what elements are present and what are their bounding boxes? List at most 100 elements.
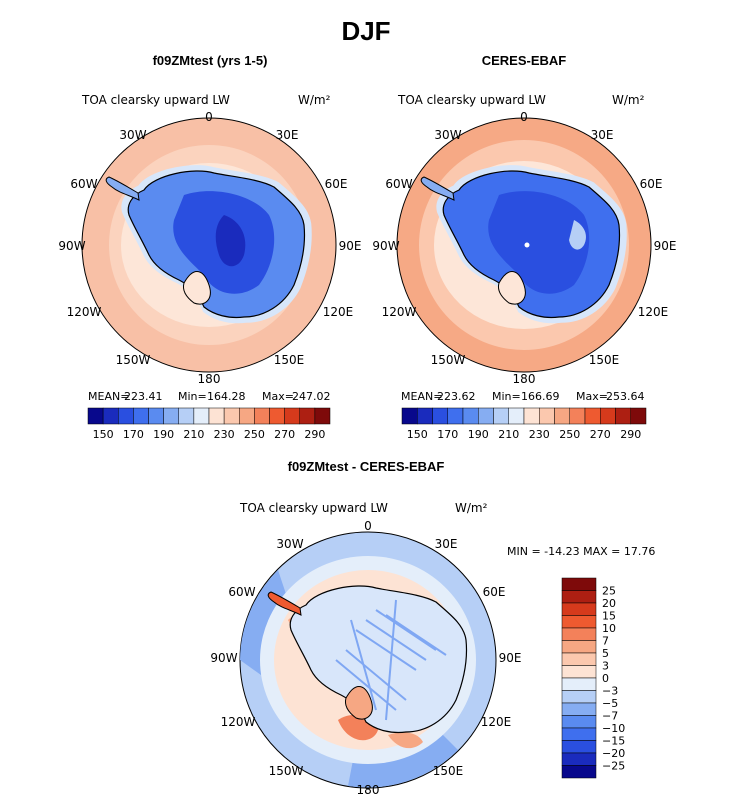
- colorbar-swatch: [561, 627, 597, 641]
- colorbar-swatch: [163, 407, 179, 425]
- positive-bias-patch: [388, 732, 423, 749]
- colorbar-tick-label: −25: [602, 760, 625, 773]
- stat-min-label: Min=: [492, 390, 521, 403]
- stat-min: 164.28: [207, 390, 246, 403]
- lon-label-120w: 120W: [221, 715, 256, 729]
- colorbar-swatch: [314, 407, 331, 425]
- colorbar-swatch: [561, 740, 597, 754]
- panel-obs: CERES-EBAF TOA clearsky upward LW W/m² 0…: [372, 53, 676, 441]
- stat-max: 253.64: [606, 390, 645, 403]
- colorbar-swatch: [561, 727, 597, 741]
- colorbar-tick-label: 25: [602, 585, 616, 598]
- colorbar-model: 150 170 190 210 230 250 270 290: [87, 407, 331, 441]
- polar-map: [396, 117, 652, 373]
- colorbar-tick-label: 210: [183, 428, 204, 441]
- colorbar-tick-label: 250: [244, 428, 265, 441]
- lon-label-60w: 60W: [228, 585, 255, 599]
- lon-label-90w: 90W: [210, 651, 237, 665]
- stat-mean: 223.41: [124, 390, 163, 403]
- lon-label-150e: 150E: [589, 353, 620, 367]
- lon-label-120w: 120W: [382, 305, 417, 319]
- lon-label-150w: 150W: [116, 353, 151, 367]
- colorbar-tick-label: 15: [602, 610, 616, 623]
- colorbar-tick-label: 230: [214, 428, 235, 441]
- colorbar-swatch: [561, 652, 597, 666]
- colorbar-swatch: [417, 407, 433, 425]
- colorbar-tick-label: 3: [602, 660, 609, 673]
- colorbar-tick-label: 290: [620, 428, 641, 441]
- colorbar-swatch: [208, 407, 225, 425]
- colorbar-tick-label: 230: [529, 428, 550, 441]
- colorbar-tick-label: 170: [123, 428, 144, 441]
- colorbar-swatch: [299, 407, 316, 425]
- colorbar-swatch: [561, 577, 597, 591]
- interior-bias-streaks: [335, 599, 447, 721]
- colorbar-swatch: [630, 407, 647, 425]
- units-label: W/m²: [298, 93, 331, 107]
- lon-label-150w: 150W: [269, 764, 304, 778]
- colorbar-swatch: [523, 407, 540, 425]
- colorbar-tick-label: −7: [602, 710, 618, 723]
- lon-label-60e: 60E: [325, 177, 348, 191]
- colorbar-swatch: [539, 407, 555, 425]
- colorbar-swatch: [561, 590, 597, 604]
- colorbar-swatch: [561, 677, 597, 691]
- colorbar-swatch: [148, 407, 164, 425]
- colorbar-tick-label: 150: [407, 428, 428, 441]
- lon-label-60e: 60E: [640, 177, 663, 191]
- lon-label-90e: 90E: [339, 239, 362, 253]
- colorbar-swatch: [561, 690, 597, 704]
- colorbar-swatch: [284, 407, 300, 425]
- variable-label: TOA clearsky upward LW: [81, 93, 230, 107]
- lon-label-60e: 60E: [483, 585, 506, 599]
- lon-label-120e: 120E: [323, 305, 354, 319]
- lon-label-150e: 150E: [433, 764, 464, 778]
- lon-label-120e: 120E: [481, 715, 512, 729]
- colorbar-tick-label: 250: [559, 428, 580, 441]
- colorbar-tick-label: 290: [304, 428, 325, 441]
- stat-mean: 223.62: [437, 390, 476, 403]
- colorbar-tick-label: −20: [602, 747, 625, 760]
- variable-label: TOA clearsky upward LW: [239, 501, 388, 515]
- colorbar-swatch: [462, 407, 479, 425]
- colorbar-swatch: [269, 407, 285, 425]
- stat-max: 247.02: [292, 390, 331, 403]
- colorbar-swatch: [569, 407, 586, 425]
- colorbar-tick-label: 7: [602, 635, 609, 648]
- lon-label-150w: 150W: [431, 353, 466, 367]
- colorbar-swatch: [615, 407, 631, 425]
- colorbar-tick-label: 5: [602, 647, 609, 660]
- stat-mean-label: MEAN=: [88, 390, 129, 403]
- colorbar-swatch: [254, 407, 270, 425]
- lon-label-0: 0: [520, 110, 528, 124]
- lon-label-180: 180: [198, 372, 221, 386]
- colorbar-swatch: [554, 407, 570, 425]
- lon-label-30e: 30E: [276, 128, 299, 142]
- lon-label-0: 0: [205, 110, 213, 124]
- colorbar-swatch: [478, 407, 494, 425]
- colorbar-swatch: [561, 765, 597, 779]
- panel-title: f09ZMtest (yrs 1-5): [153, 53, 268, 68]
- polar-map: [81, 117, 337, 373]
- panel-title: f09ZMtest - CERES-EBAF: [288, 459, 445, 474]
- lon-label-120e: 120E: [638, 305, 669, 319]
- lon-label-30e: 30E: [435, 537, 458, 551]
- lon-label-90e: 90E: [499, 651, 522, 665]
- units-label: W/m²: [455, 501, 488, 515]
- colorbar-swatch: [447, 407, 464, 425]
- stat-max-label: Max=: [262, 390, 294, 403]
- lon-label-0: 0: [364, 519, 372, 533]
- colorbar-tick-label: 270: [590, 428, 611, 441]
- stat-min-label: Min=: [178, 390, 207, 403]
- colorbar-obs: 150 170 190 210 230 250 270 290: [401, 407, 647, 441]
- colorbar-swatch: [401, 407, 418, 425]
- colorbar-tick-label: 20: [602, 597, 616, 610]
- colorbar-tick-label: 270: [274, 428, 295, 441]
- colorbar-swatch: [584, 407, 601, 425]
- colorbar-swatch: [118, 407, 134, 425]
- panel-title: CERES-EBAF: [482, 53, 567, 68]
- colorbar-swatch: [102, 407, 119, 425]
- colorbar-tick-label: −5: [602, 697, 618, 710]
- polar-map: [239, 531, 497, 789]
